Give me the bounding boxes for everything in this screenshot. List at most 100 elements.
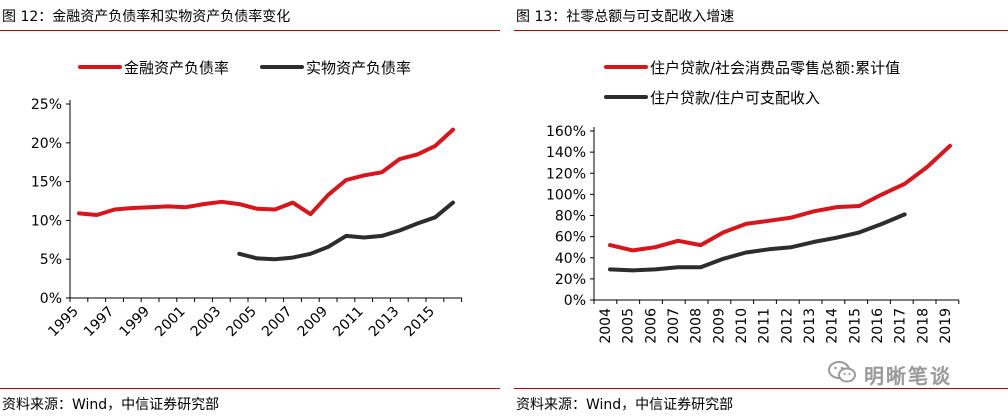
data-point-series-1 (676, 239, 680, 243)
line-chart-debt-ratio: 0% 5% 10% 15% 20% 25% 1995 1997 1999 2001 2003 2005… (31, 59, 463, 341)
data-point-series-2 (835, 236, 839, 240)
data-point-series-2 (344, 234, 348, 238)
source-note: 资料来源：Wind，中信证券研究部 (516, 397, 734, 413)
data-point-series-2 (880, 222, 884, 226)
x-tick-label: 2003 (188, 304, 225, 341)
x-tick-label: 1995 (45, 304, 82, 341)
data-point-series-2 (767, 247, 771, 251)
data-point-series-1 (130, 206, 134, 210)
title-divider (0, 30, 500, 31)
data-point-series-2 (857, 230, 861, 234)
legend-label: 住户贷款/社会消费品零售总额:累计值 (650, 59, 900, 77)
data-point-series-1 (184, 205, 188, 209)
data-point-series-1 (308, 212, 313, 216)
data-point-series-1 (812, 209, 816, 213)
x-tick-label: 2014 (825, 308, 841, 344)
data-point-series-1 (653, 245, 657, 249)
x-tick-label: 2011 (757, 308, 773, 344)
x-tick-label: 2015 (847, 308, 863, 344)
data-point-series-1 (608, 243, 612, 247)
data-point-series-2 (308, 252, 313, 256)
x-tick-label: 2018 (915, 308, 931, 344)
data-point-series-2 (433, 215, 437, 219)
data-point-series-1 (631, 248, 635, 252)
title-divider (514, 30, 1008, 31)
y-tick-label: 10% (31, 213, 62, 229)
data-point-series-1 (237, 202, 241, 206)
x-tick-label: 2019 (938, 308, 954, 344)
data-point-series-1 (721, 230, 725, 234)
x-tick-label: 2005 (223, 304, 260, 341)
data-point-series-1 (326, 193, 330, 197)
right-chart-panel: 图 13：社零总额与可支配收入增速 0% 20% 40% 60% 80% 100% 120%… (514, 0, 1008, 419)
data-point-series-1 (95, 213, 99, 217)
series-line-2 (608, 212, 907, 273)
x-tick-label: 2013 (366, 304, 403, 341)
x-tick-label: 2007 (666, 308, 682, 344)
data-point-series-2 (291, 256, 295, 260)
chart-title: 图 13：社零总额与可支配收入增速 (516, 9, 735, 25)
data-point-series-1 (744, 222, 748, 226)
source-divider (0, 388, 500, 389)
left-chart-panel: 图 12：金融资产负债率和实物资产负债率变化 0% 5% 10% 15% 20% 25% 1… (0, 0, 500, 419)
data-point-series-2 (699, 265, 703, 269)
x-tick-label: 2004 (598, 308, 614, 344)
series-line-1 (77, 127, 455, 217)
x-tick-label: 2013 (802, 308, 818, 344)
data-point-series-2 (653, 267, 657, 271)
y-tick-label: 15% (31, 175, 62, 191)
series-line-1 (608, 143, 952, 253)
data-point-series-2 (326, 245, 330, 249)
data-point-series-2 (789, 245, 793, 249)
data-point-series-2 (362, 235, 366, 240)
data-point-series-2 (273, 257, 277, 261)
chart-title: 图 12：金融资产负债率和实物资产负债率变化 (2, 9, 291, 25)
legend-label: 实物资产负债率 (306, 59, 411, 77)
data-point-series-1 (925, 165, 929, 169)
y-tick-label: 60% (555, 230, 586, 246)
x-tick-label: 2011 (330, 304, 367, 341)
y-tick-label: 120% (546, 166, 586, 182)
x-tick-label: 2009 (711, 308, 727, 344)
y-tick-label: 0% (564, 293, 586, 309)
x-tick-label: 1997 (81, 304, 118, 341)
data-point-series-1 (699, 243, 703, 247)
y-tick-label: 20% (31, 136, 62, 152)
data-point-series-1 (273, 207, 277, 212)
data-point-series-1 (255, 207, 259, 211)
data-point-series-1 (767, 219, 771, 223)
x-tick-label: 2015 (402, 304, 439, 341)
y-tick-label: 5% (40, 252, 62, 268)
data-point-series-1 (202, 202, 206, 206)
legend-label: 金融资产负债率 (124, 59, 229, 77)
data-point-series-2 (744, 250, 748, 255)
data-point-series-1 (451, 128, 455, 132)
x-tick-label: 2001 (152, 304, 189, 341)
x-tick-label: 2016 (870, 308, 886, 344)
data-point-series-1 (948, 144, 952, 148)
y-tick-label: 160% (546, 124, 586, 140)
data-point-series-2 (255, 256, 259, 260)
data-point-series-2 (676, 265, 680, 269)
wechat-icon (828, 361, 856, 383)
data-point-series-1 (77, 211, 81, 215)
data-point-series-2 (721, 257, 725, 261)
x-tick-label: 2012 (779, 308, 795, 344)
data-point-series-1 (398, 157, 402, 161)
watermark: 明晰笔谈 (828, 358, 998, 388)
data-point-series-2 (237, 252, 241, 256)
data-point-series-1 (380, 170, 384, 174)
data-point-series-2 (812, 240, 816, 244)
y-tick-label: 140% (546, 145, 586, 161)
data-point-series-1 (166, 204, 170, 208)
watermark-text: 明晰笔谈 (864, 364, 952, 388)
y-tick-label: 80% (555, 209, 586, 225)
data-point-series-2 (631, 268, 635, 272)
data-point-series-1 (415, 152, 419, 156)
data-point-series-2 (380, 234, 384, 238)
source-divider (514, 388, 1008, 389)
data-point-series-1 (789, 216, 793, 220)
data-point-series-1 (219, 200, 224, 204)
data-point-series-2 (903, 212, 907, 216)
x-tick-label: 2005 (621, 308, 637, 344)
